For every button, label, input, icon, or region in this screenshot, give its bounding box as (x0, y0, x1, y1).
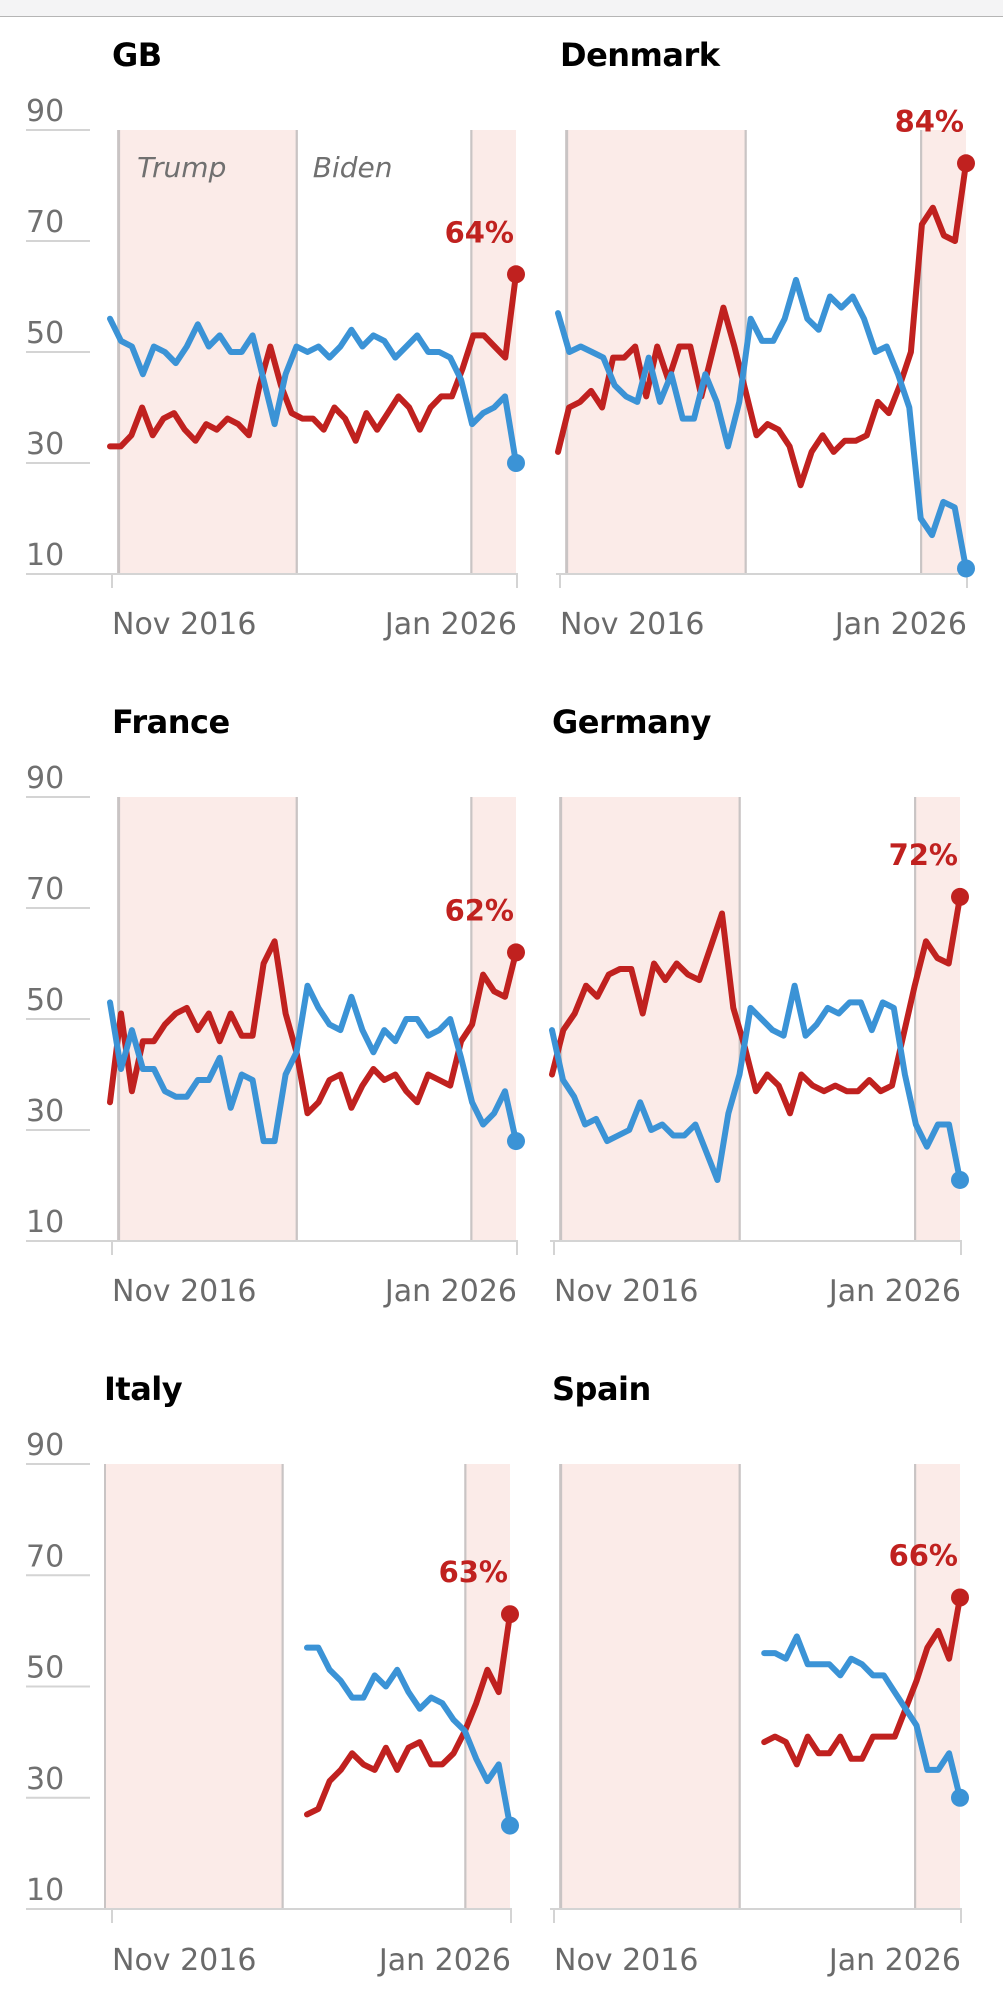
red-series-line (761, 1594, 963, 1768)
trump-term-shade (471, 797, 516, 1241)
red-series-line (107, 938, 519, 1117)
red-series-line (549, 893, 963, 1117)
x-tick-label-start: Nov 2016 (112, 1274, 256, 1309)
y-tick-label: 30 (26, 1094, 64, 1129)
x-tick-label-end: Jan 2026 (377, 1943, 511, 1978)
x-tick-label-end: Jan 2026 (833, 607, 967, 642)
trump-term-shade (915, 797, 960, 1241)
panel-title: Denmark (560, 36, 721, 74)
blue-series-line (304, 1644, 513, 1829)
blue-series-line (107, 982, 519, 1145)
blue-series-end-dot (507, 1132, 525, 1151)
blue-series-line (107, 315, 519, 466)
panel-spain: Nov 2016 Jan 2026 Spain 66% (550, 1370, 969, 1978)
blue-series-end-dot (951, 1170, 969, 1189)
blue-series-line (555, 276, 969, 572)
end-value-label: 63% (439, 1555, 508, 1589)
x-tick-label-end: Jan 2026 (383, 607, 517, 642)
red-series-end-dot (501, 1605, 519, 1624)
x-tick-label-end: Jan 2026 (827, 1943, 961, 1978)
red-series-end-dot (951, 1588, 969, 1607)
trump-term-shade (465, 1464, 510, 1909)
trump-term-shade (560, 1464, 740, 1909)
panel-title: Spain (552, 1370, 651, 1408)
y-tick-label: 70 (26, 872, 64, 907)
red-series-line (555, 160, 969, 489)
x-tick-label-start: Nov 2016 (554, 1274, 698, 1309)
end-value-label: 62% (445, 893, 514, 927)
browser-top-bar (0, 0, 1003, 17)
y-tick-label: 30 (26, 427, 64, 462)
y-tick-label: 50 (26, 1651, 64, 1686)
panel-italy: 90 70 50 30 10 Nov 2016 Jan 2026 Italy 63% (26, 1370, 519, 1978)
end-value-label: 64% (445, 215, 514, 249)
red-series-end-dot (507, 265, 525, 284)
panel-gb: 90 70 50 30 10 Nov 2016 Jan 2026 Trump Biden GB 64… (26, 36, 525, 642)
red-series-end-dot (951, 887, 969, 906)
y-tick-label: 70 (26, 1539, 64, 1574)
blue-series-end-dot (507, 454, 525, 472)
trump-term-shade (471, 130, 516, 574)
x-tick-label-start: Nov 2016 (560, 607, 704, 642)
panel-title: Germany (552, 703, 711, 741)
y-tick-label: 50 (26, 983, 64, 1018)
x-tick-label-end: Jan 2026 (827, 1274, 961, 1309)
y-tick-label: 90 (26, 761, 64, 796)
blue-series-line (761, 1633, 963, 1801)
x-tick-label-start: Nov 2016 (554, 1943, 698, 1978)
red-series-end-dot (507, 943, 525, 962)
red-series-end-dot (957, 154, 975, 173)
x-tick-label-start: Nov 2016 (112, 607, 256, 642)
trump-term-shade (915, 1464, 960, 1909)
blue-series-end-dot (951, 1788, 969, 1807)
x-tick-label-end: Jan 2026 (383, 1274, 517, 1309)
panel-germany: Nov 2016 Jan 2026 Germany 72% (549, 703, 969, 1309)
blue-series-end-dot (501, 1816, 519, 1835)
panel-title: France (112, 703, 230, 741)
panel-title: Italy (104, 1370, 183, 1408)
red-series-line (304, 1611, 513, 1818)
end-value-label: 72% (889, 838, 958, 872)
y-tick-label: 10 (26, 1873, 64, 1908)
red-series-line (107, 271, 519, 450)
trump-term-shade (104, 1464, 283, 1909)
y-tick-label: 90 (26, 1428, 64, 1463)
x-tick-label-start: Nov 2016 (112, 1943, 256, 1978)
y-tick-label: 10 (26, 1205, 64, 1240)
panel-france: 90 70 50 30 10 Nov 2016 Jan 2026 France 62% (26, 703, 525, 1309)
panel-denmark: Nov 2016 Jan 2026 Denmark 84% (555, 36, 975, 642)
end-value-label: 84% (895, 104, 964, 138)
biden-era-label: Biden (313, 151, 393, 184)
y-tick-label: 30 (26, 1762, 64, 1797)
end-value-label: 66% (889, 1539, 958, 1573)
y-tick-label: 50 (26, 316, 64, 351)
y-tick-label: 10 (26, 538, 64, 573)
blue-series-line (549, 982, 963, 1183)
trump-era-label: Trump (137, 151, 226, 184)
y-tick-label: 70 (26, 205, 64, 240)
blue-series-end-dot (957, 559, 975, 578)
y-tick-label: 90 (26, 94, 64, 129)
panel-title: GB (112, 36, 162, 74)
